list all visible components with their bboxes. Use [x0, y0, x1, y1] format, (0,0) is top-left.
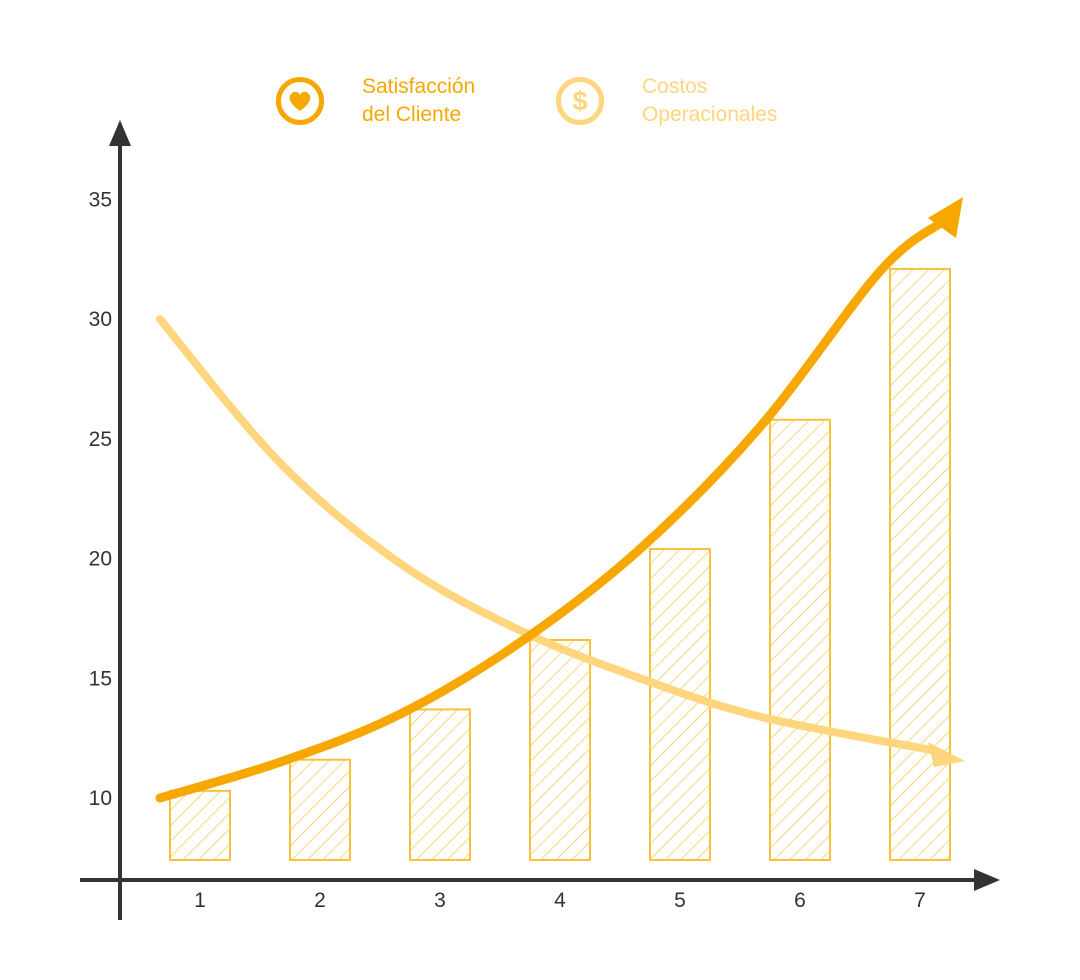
bar-7: [889, 267, 951, 861]
lines-group: [155, 197, 965, 803]
bars-group: [169, 267, 951, 861]
bar-6: [769, 418, 831, 861]
y-tick-label: 35: [89, 189, 112, 212]
x-tick-label: 6: [794, 889, 806, 912]
x-tick-label: 7: [914, 889, 926, 912]
y-tick-label: 10: [89, 787, 112, 810]
x-tick-label: 2: [314, 889, 326, 912]
legend-item-costs: $ Costos Operacionales: [554, 73, 777, 129]
bar-4: [529, 638, 591, 861]
heart-icon: [276, 77, 324, 125]
x-axis-arrow: [974, 869, 1000, 891]
axes-group: [80, 120, 1000, 920]
legend-label-costs: Costos Operacionales: [642, 75, 778, 126]
dollar-icon: $: [556, 77, 604, 125]
legend-label-satisfaction: Satisfacción del Cliente: [362, 75, 476, 126]
x-tick-label: 5: [674, 889, 686, 912]
x-tick-label: 3: [434, 889, 446, 912]
line-satisfaccion-cliente: [155, 217, 947, 803]
arrowhead-satisfaction: [928, 197, 963, 238]
y-tick-label: 20: [89, 548, 112, 571]
y-tick-label: 15: [89, 667, 112, 690]
ticks-group: 1 2 3 4 5 6 7 10 15 20 25 30 35: [89, 189, 926, 913]
legend-item-satisfaction: Satisfacción del Cliente: [274, 73, 475, 129]
line-costs-operacionales: [156, 315, 936, 755]
arrowhead-costs: [928, 742, 965, 767]
bar-3: [409, 708, 471, 861]
y-axis-arrow: [109, 120, 131, 146]
y-tick-label: 30: [89, 308, 112, 331]
y-tick-label: 25: [89, 428, 112, 451]
bar-2: [289, 758, 351, 861]
svg-text:$: $: [572, 86, 587, 116]
bar-1: [169, 789, 231, 861]
bar-5: [649, 548, 711, 861]
x-tick-label: 1: [194, 889, 206, 912]
x-tick-label: 4: [554, 889, 566, 912]
